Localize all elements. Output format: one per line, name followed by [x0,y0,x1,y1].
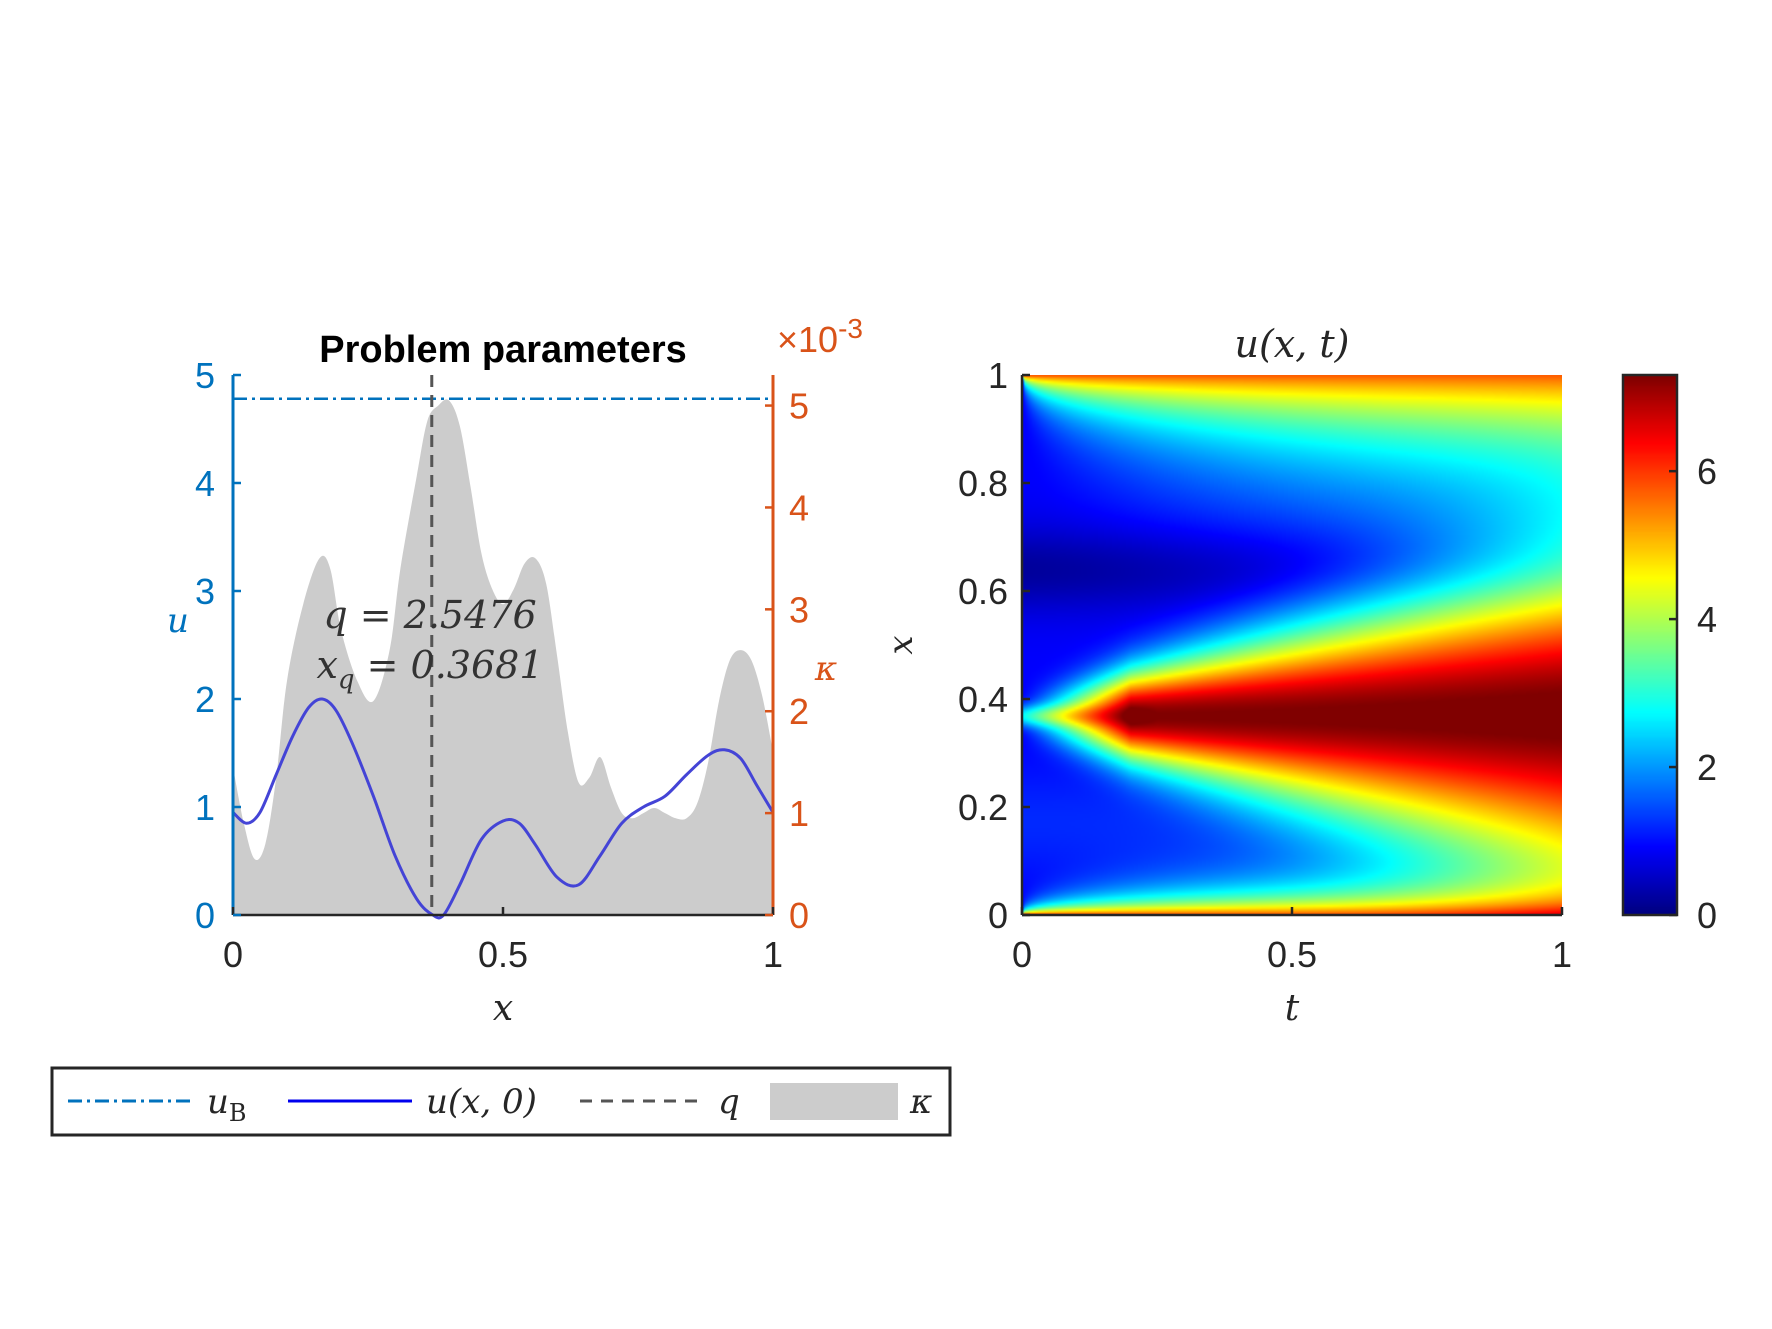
colorbar-ticks: 0 2 4 6 [1669,451,1717,936]
colorbar-image [1623,375,1677,915]
heatmap-ticks: 0 0.5 1 0 0.2 0.4 0.6 0.8 1 [958,355,1572,975]
heatmap-xlabel: t [1285,988,1300,1029]
colorbar-tick-label: 0 [1697,895,1717,936]
left-xtick-label: 0.5 [478,934,528,975]
heatmap-ytick-label: 0.8 [958,463,1008,504]
left-xtick-label: 1 [763,934,783,975]
right-ytick-label: 5 [789,386,809,427]
heatmap-ylabel: x [881,635,921,654]
left-title: Problem parameters [319,329,687,371]
q-annotation-line2: xq = 0.3681 [316,643,543,695]
u0-curve [231,697,775,920]
heatmap-xtick-label: 0.5 [1267,934,1317,975]
left-ytick-label: 5 [195,355,215,396]
colorbar-tick-label: 4 [1697,599,1717,640]
legend-u0-label: u(x, 0) [426,1082,537,1122]
heatmap-xtick-label: 0 [1012,934,1032,975]
left-ytick-label: 3 [195,571,215,612]
right-ylabel: κ [814,649,837,689]
colorbar-frame [1621,373,1679,917]
left-ytick-label: 2 [195,679,215,720]
left-xtick-label: 0 [223,934,243,975]
heatmap-ytick-label: 1 [988,355,1008,396]
heatmap-ytick-label: 0.2 [958,787,1008,828]
right-ytick-label: 1 [789,793,809,834]
left-xlabel: x [493,988,513,1029]
heatmap-image [1022,375,1562,915]
colorbar-container [1623,375,1677,915]
heatmap-xtick-label: 1 [1552,934,1572,975]
legend-uB-label: uB [207,1082,247,1127]
q-annotation-line1: q = 2.5476 [323,593,536,637]
legend: uB u(x, 0) q κ [50,1066,952,1137]
left-ytick-label: 4 [195,463,215,504]
right-ytick-label: 4 [789,487,809,528]
heatmap-ytick-label: 0.4 [958,679,1008,720]
right-ytick-label: 3 [789,589,809,630]
heatmap-container [1022,375,1562,915]
heatmap-ytick-label: 0.6 [958,571,1008,612]
right-ytick-label: 2 [789,691,809,732]
heatmap-ytick-label: 0 [988,895,1008,936]
colorbar-tick-label: 6 [1697,451,1717,492]
left-ytick-label: 0 [195,895,215,936]
colorbar-tick-label: 2 [1697,747,1717,788]
heatmap-title: u(x, t) [1235,322,1350,366]
right-ytick-label: 0 [789,895,809,936]
legend-kappa-swatch [770,1083,898,1120]
legend-kappa-label: κ [909,1082,932,1122]
left-ytick-label: 1 [195,787,215,828]
right-axis-multiplier: ×10-3 [777,313,863,360]
left-ylabel: u [167,601,189,641]
right-panel: 0 0.5 1 0 0.2 0.4 0.6 0.8 1 u(x, t) t x 0 2 4 6 [881,322,1717,1029]
legend-q-label: q [718,1082,740,1122]
